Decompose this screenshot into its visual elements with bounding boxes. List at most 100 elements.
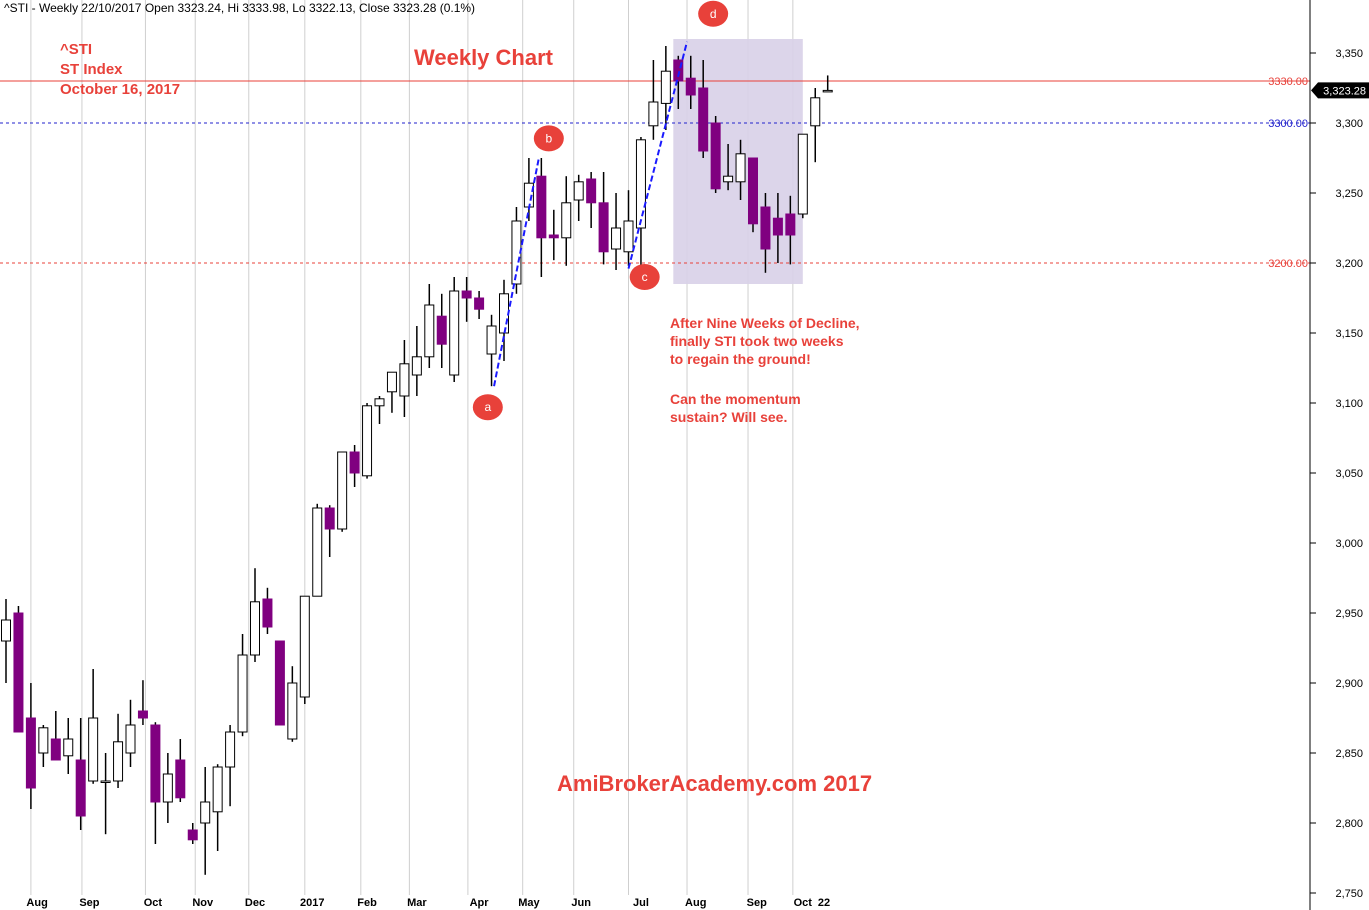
y-tick-label: 2,800 <box>1335 818 1363 830</box>
candle-body-down <box>461 290 472 299</box>
candle-body-up <box>250 601 260 656</box>
y-tick-label: 3,200 <box>1335 258 1363 270</box>
x-tick-label: Sep <box>79 897 99 909</box>
date-label: October 16, 2017 <box>60 81 180 98</box>
candle-body-down <box>175 759 186 799</box>
watermark: AmiBrokerAcademy.com 2017 <box>557 771 872 796</box>
candle-body-up <box>299 595 310 698</box>
candle-body-down <box>349 451 360 474</box>
candle-body-down <box>586 178 597 204</box>
candle-body-up <box>723 175 734 183</box>
y-tick-label: 3,150 <box>1335 328 1363 340</box>
candle-body-down <box>187 829 198 841</box>
candle-body-down <box>748 157 758 225</box>
y-tick-label: 2,750 <box>1335 888 1363 900</box>
point-marker-d <box>698 0 729 27</box>
note-line: After Nine Weeks of Decline, <box>670 315 860 331</box>
candle-body-up <box>573 181 584 201</box>
x-tick-label: Dec <box>245 897 265 909</box>
price-line-label: 3300.00 <box>1268 118 1308 130</box>
candle-body-down <box>710 122 721 190</box>
candles <box>1 46 833 875</box>
candle-body-up <box>486 325 497 355</box>
y-tick-label: 3,050 <box>1335 468 1363 480</box>
price-line-label: 3330.00 <box>1268 76 1308 88</box>
y-tick-label: 3,100 <box>1335 398 1363 410</box>
candle-body-up <box>623 220 634 253</box>
candle-body-up <box>374 398 385 407</box>
candle-body-down <box>760 206 771 250</box>
point-marker-label: c <box>642 270 648 284</box>
point-marker-a <box>472 394 503 421</box>
candle-body-down <box>436 315 447 345</box>
candle-body-up <box>212 766 223 813</box>
price-line-label: 3200.00 <box>1268 258 1308 270</box>
x-tick-label: Sep <box>747 897 767 909</box>
x-tick-label: May <box>518 897 540 909</box>
x-tick-label: Jun <box>571 897 591 909</box>
candle-body-down <box>536 175 547 239</box>
candle-body-up <box>38 727 49 754</box>
note-text: After Nine Weeks of Decline, finally STI… <box>670 315 860 425</box>
candle-body-down <box>50 738 61 761</box>
x-axis: Aug Sep Oct Nov Dec 2017 Feb Mar Apr May Jun Jul Aug… <box>26 897 830 909</box>
point-marker-label: a <box>484 400 491 414</box>
note-line: sustain? Will see. <box>670 409 787 425</box>
index-name-label: ST Index <box>60 61 123 78</box>
candle-body-up <box>611 227 622 250</box>
candle-body-down <box>75 759 86 817</box>
candle-body-down <box>13 612 24 733</box>
trend-lines <box>493 41 688 387</box>
candle-body-up <box>561 202 572 239</box>
x-tick-label: Aug <box>26 897 47 909</box>
candle-body-up <box>499 293 509 334</box>
y-tick-label: 2,950 <box>1335 608 1363 620</box>
candle-body-up <box>449 290 460 376</box>
x-tick-label: Oct <box>794 897 813 909</box>
candle-body-down <box>685 77 696 96</box>
x-tick-label: Aug <box>685 897 706 909</box>
candle-body-down <box>772 217 783 236</box>
candle-body-up <box>399 363 410 397</box>
candle-body-down <box>698 87 709 152</box>
candle-body-up <box>237 654 248 733</box>
candle-body-up <box>88 717 99 782</box>
candle-body-up <box>797 133 808 215</box>
weekly-chart-label: Weekly Chart <box>414 45 554 70</box>
note-line: to regain the ground! <box>670 351 811 367</box>
y-tick-label: 2,850 <box>1335 748 1363 760</box>
candle-body-up <box>100 780 111 783</box>
candle-body-up <box>648 101 659 127</box>
candle-body-up <box>660 70 671 104</box>
candle-body-up <box>125 724 136 754</box>
candle-body-down <box>548 234 559 239</box>
chart-header-title: ^STI - Weekly 22/10/2017 Open 3323.24, H… <box>4 1 475 15</box>
point-marker-b <box>533 125 564 152</box>
note-line: Can the momentum <box>670 391 801 407</box>
x-tick-label: 2017 <box>300 897 324 909</box>
candle-body-down <box>324 507 335 530</box>
candle-body-up <box>113 741 124 782</box>
candle-body-up <box>362 405 373 477</box>
candle-body-down <box>262 598 273 628</box>
candle-body-up <box>337 451 348 530</box>
candle-body-up <box>162 773 173 803</box>
candle-body-up <box>822 89 833 93</box>
y-tick-label: 3,350 <box>1335 48 1363 60</box>
candle-body-up <box>386 371 397 393</box>
point-markers: a b c d <box>472 0 729 421</box>
candle-body-up <box>287 682 298 740</box>
point-marker-label: d <box>710 7 717 21</box>
candle-body-down <box>25 717 36 789</box>
x-tick-label: 22 <box>818 897 830 909</box>
candle-body-up <box>424 304 435 358</box>
candle-body-down <box>598 202 609 253</box>
candle-body-down <box>274 640 285 726</box>
candle-body-down <box>150 724 161 803</box>
y-axis: 2,750 2,800 2,850 2,900 2,950 3,000 3,050 3,100… <box>1310 48 1369 900</box>
vertical-gridlines <box>30 0 794 895</box>
candle-body-up <box>312 507 323 597</box>
symbol-label: ^STI <box>60 41 92 58</box>
candle-body-down <box>137 710 148 719</box>
x-tick-label: Jul <box>633 897 649 909</box>
